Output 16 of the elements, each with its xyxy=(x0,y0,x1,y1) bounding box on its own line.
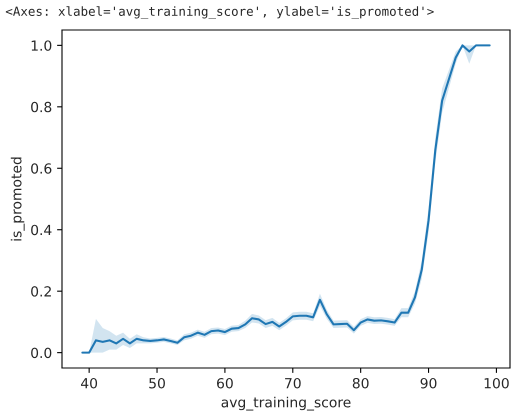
y-tick-label: 0.8 xyxy=(31,102,52,112)
x-tick-label: 40 xyxy=(80,378,98,388)
x-tick-label: 70 xyxy=(285,378,301,388)
x-tick-label: 50 xyxy=(149,378,165,388)
y-tick-label: 0.6 xyxy=(31,163,52,174)
y-tick-label: 0.0 xyxy=(31,348,52,358)
x-tick-label: 90 xyxy=(420,378,436,388)
y-tick-label: 0.4 xyxy=(31,224,52,236)
y-axis-title: is_promoted xyxy=(10,157,25,240)
y-tick-label: 1.0 xyxy=(32,40,52,51)
x-tick-label: 80 xyxy=(352,378,369,388)
text: <Axes: xlabel='avg_training_score', ylabel='is_promoted'> xyxy=(6,6,434,19)
x-axis-title: avg_training_score xyxy=(222,396,351,411)
x-tick-label: 60 xyxy=(217,378,233,388)
y-tick-label: 0.2 xyxy=(31,286,51,297)
x-tick-label: 100 xyxy=(484,378,509,388)
